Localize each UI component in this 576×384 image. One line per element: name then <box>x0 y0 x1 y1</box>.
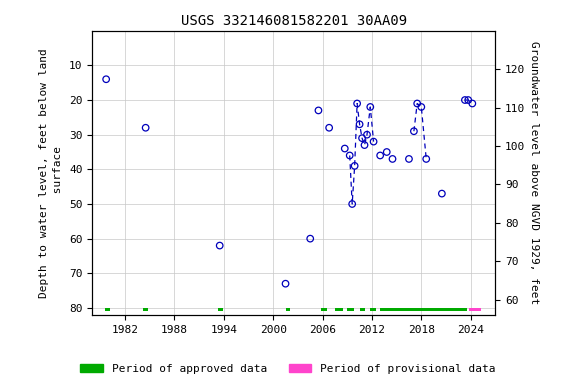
Point <box>410 128 419 134</box>
Legend: Period of approved data, Period of provisional data: Period of approved data, Period of provi… <box>76 359 500 379</box>
Point <box>366 104 375 110</box>
Point <box>369 139 378 145</box>
Point <box>376 152 385 159</box>
Bar <box>370 308 376 311</box>
Point <box>404 156 414 162</box>
Bar <box>335 308 343 311</box>
Point <box>382 149 391 155</box>
Point <box>460 97 469 103</box>
Point <box>353 101 362 107</box>
Y-axis label: Depth to water level, feet below land
 surface: Depth to water level, feet below land su… <box>39 48 63 298</box>
Point <box>350 163 359 169</box>
Title: USGS 332146081582201 30AA09: USGS 332146081582201 30AA09 <box>181 14 407 28</box>
Bar <box>218 308 223 311</box>
Point <box>347 201 357 207</box>
Point <box>141 125 150 131</box>
Point <box>362 132 372 138</box>
Point <box>355 121 364 127</box>
Bar <box>104 308 110 311</box>
Point <box>468 101 477 107</box>
Point <box>345 152 354 159</box>
Point <box>306 235 315 242</box>
Bar <box>143 308 148 311</box>
Point <box>388 156 397 162</box>
Bar <box>469 308 480 311</box>
Point <box>324 125 334 131</box>
Point <box>360 142 369 148</box>
Bar <box>347 308 354 311</box>
Bar <box>359 308 365 311</box>
Point <box>314 108 323 114</box>
Point <box>412 101 422 107</box>
Bar <box>380 308 467 311</box>
Point <box>101 76 111 82</box>
Point <box>340 146 350 152</box>
Y-axis label: Groundwater level above NGVD 1929, feet: Groundwater level above NGVD 1929, feet <box>529 41 539 305</box>
Bar <box>321 308 327 311</box>
Point <box>437 190 446 197</box>
Point <box>464 97 473 103</box>
Point <box>422 156 431 162</box>
Point <box>416 104 426 110</box>
Point <box>215 243 224 249</box>
Point <box>358 135 367 141</box>
Bar <box>286 308 290 311</box>
Point <box>281 281 290 287</box>
